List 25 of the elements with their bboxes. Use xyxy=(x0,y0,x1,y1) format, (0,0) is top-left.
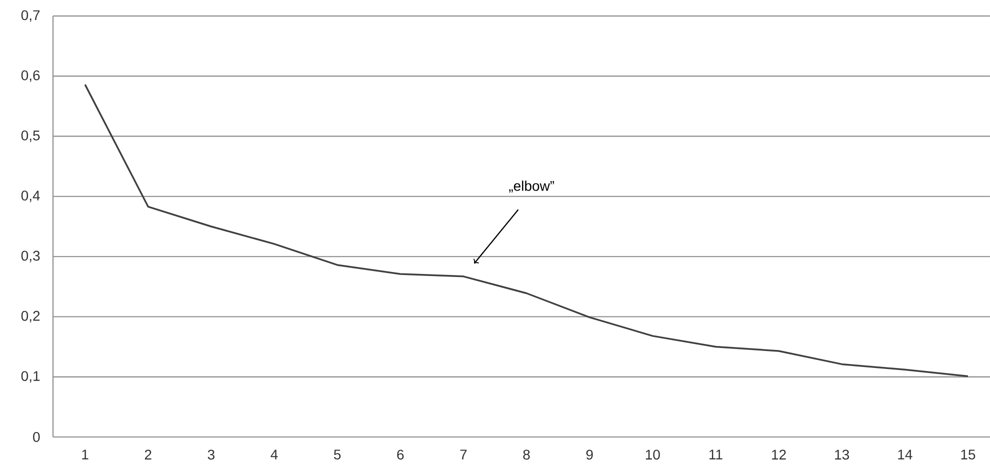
x-tick-label: 8 xyxy=(523,450,530,460)
y-tick-label: 0,2 xyxy=(21,310,40,322)
x-tick-label: 15 xyxy=(961,450,976,460)
x-tick-label: 10 xyxy=(646,450,660,460)
y-tick-label: 0,6 xyxy=(21,70,40,82)
y-tick-label: 0,5 xyxy=(21,130,40,142)
x-tick-label: 12 xyxy=(772,450,786,460)
x-tick-label: 7 xyxy=(460,450,467,460)
x-tick-label: 9 xyxy=(586,450,593,460)
y-tick-label: 0,1 xyxy=(21,371,40,383)
x-tick-label: 13 xyxy=(835,450,850,460)
y-tick-label: 0,3 xyxy=(21,250,40,262)
x-tick-label: 5 xyxy=(334,450,341,460)
y-tick-label: 0,7 xyxy=(21,10,40,22)
annotation: „elbow” xyxy=(509,180,554,193)
x-tick-label: 6 xyxy=(397,450,404,460)
y-tick-label: 0 xyxy=(33,432,40,442)
x-tick-label: 14 xyxy=(898,450,912,460)
x-tick-label: 2 xyxy=(144,450,152,460)
line-series xyxy=(84,84,969,378)
x-tick-label: 4 xyxy=(270,450,278,460)
y-tick-label: 0,4 xyxy=(21,190,40,202)
x-tick-label: 11 xyxy=(710,450,722,460)
x-tick-label: 1 xyxy=(82,450,88,460)
x-tick-label: 3 xyxy=(208,450,214,460)
